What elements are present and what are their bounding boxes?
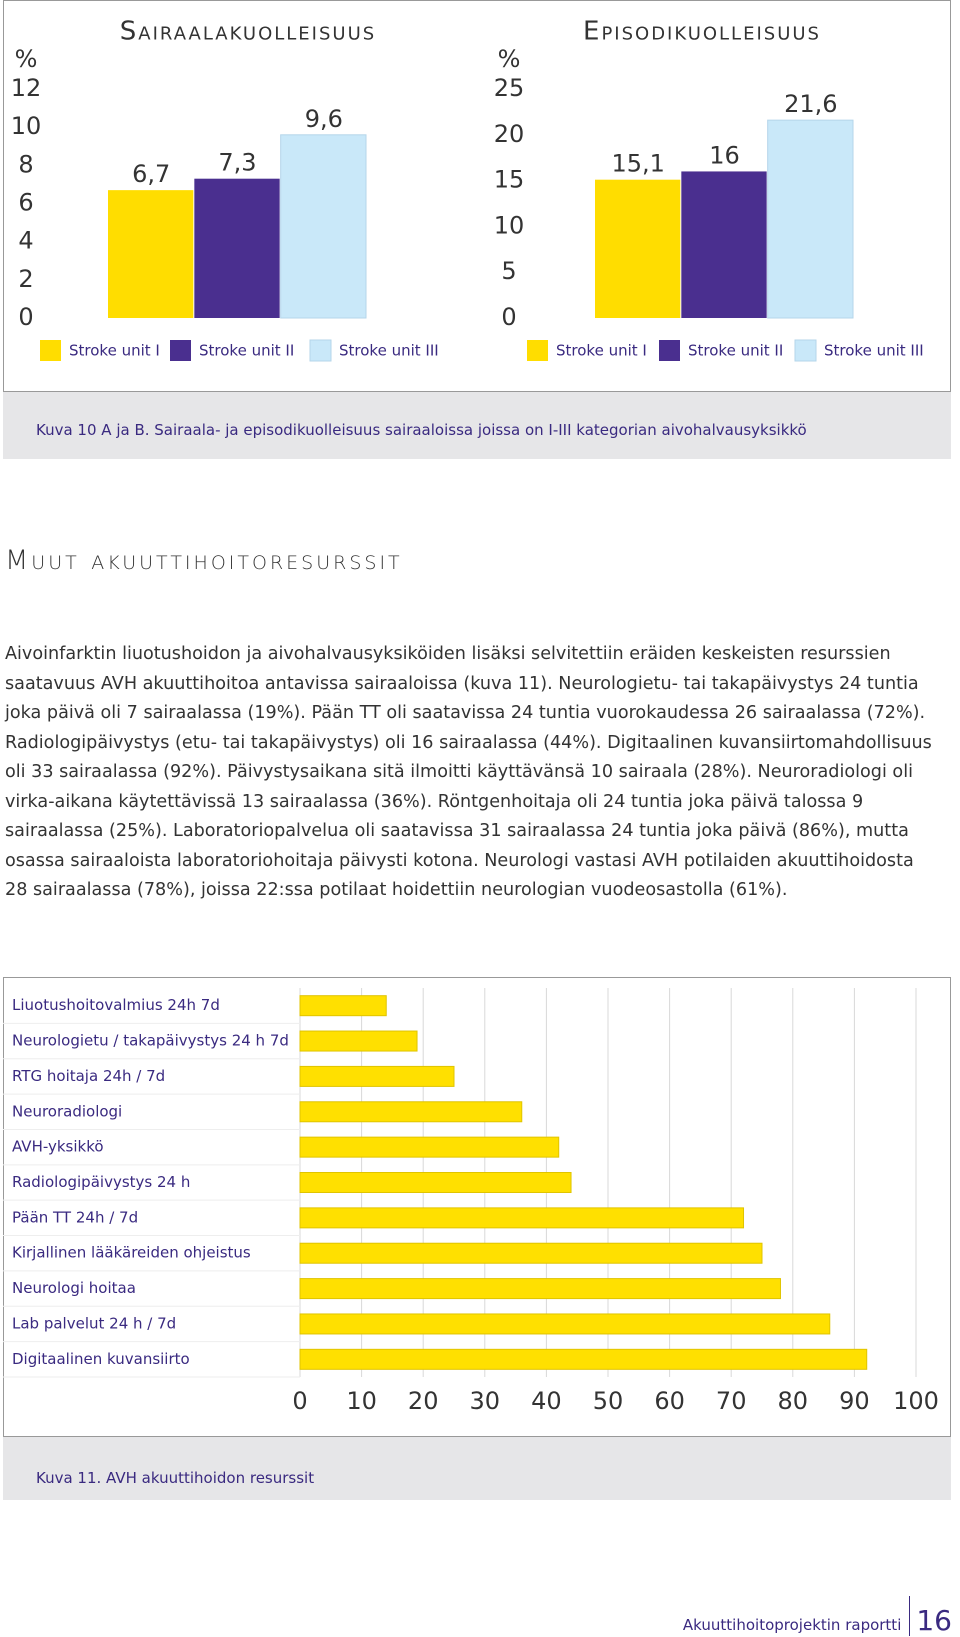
chart-title: Episodikuolleisuus xyxy=(583,17,821,47)
bar xyxy=(299,1242,763,1264)
x-tick-label: 0 xyxy=(292,1387,307,1415)
body-text: Aivoinfarktin liuotushoidon ja aivohalva… xyxy=(5,644,932,900)
y-tick-label: 10 xyxy=(11,112,42,140)
category-label: AVH-yksikkö xyxy=(12,1138,104,1156)
x-tick-label: 90 xyxy=(839,1387,870,1415)
footer-divider xyxy=(909,1596,911,1636)
category-label: Neurologi hoitaa xyxy=(12,1279,136,1297)
category-label: Lab palvelut 24 h / 7d xyxy=(12,1314,176,1332)
chart-title: Sairaalakuolleisuus xyxy=(120,17,376,47)
category-label: Radiologipäivystys 24 h xyxy=(12,1173,190,1191)
bar xyxy=(595,179,681,318)
legend-label: Stroke unit II xyxy=(199,342,294,360)
caption-band: Kuva 10 A ja B. Sairaala- ja episodikuol… xyxy=(3,392,951,459)
figure-caption: Kuva 10 A ja B. Sairaala- ja episodikuol… xyxy=(36,421,807,439)
bar xyxy=(681,171,767,318)
category-label: Pään TT 24h / 7d xyxy=(12,1208,138,1226)
footer: Akuuttihoitoprojektin raportti 16 xyxy=(683,1596,952,1636)
legend-swatch xyxy=(170,340,191,361)
y-tick-label: 0 xyxy=(18,303,33,331)
bar xyxy=(194,178,280,318)
bar xyxy=(299,1065,455,1087)
legend-label: Stroke unit II xyxy=(688,342,783,360)
category-label: Kirjallinen lääkäreiden ohjeistus xyxy=(12,1244,251,1262)
y-tick-label: 2 xyxy=(18,265,33,293)
x-tick-label: 50 xyxy=(593,1387,624,1415)
x-tick-label: 40 xyxy=(531,1387,562,1415)
y-tick-label: 0 xyxy=(501,303,516,331)
legend-swatch xyxy=(659,340,680,361)
bar xyxy=(299,1313,831,1335)
value-label: 21,6 xyxy=(784,90,837,118)
category-label: Neurologietu / takapäivystys 24 h 7d xyxy=(12,1032,289,1050)
category-label: Neuroradiologi xyxy=(12,1102,122,1120)
caption-band: Kuva 11. AVH akuuttihoidon resurssit xyxy=(3,1437,951,1500)
y-tick-label: 6 xyxy=(18,189,33,217)
legend-swatch xyxy=(309,339,332,362)
resources-chart: 0 10 20 30 40 50 60 70 80 90 100 Liuotushoitovalmiu… xyxy=(3,977,951,1437)
y-axis-label: % xyxy=(15,45,38,73)
value-label: 16 xyxy=(709,141,740,169)
value-label: 7,3 xyxy=(218,149,256,177)
bar xyxy=(299,1278,781,1300)
y-tick-label: 25 xyxy=(494,74,525,102)
x-tick-label: 30 xyxy=(470,1387,501,1415)
bar xyxy=(299,1172,572,1193)
x-tick-label: 100 xyxy=(893,1387,939,1415)
x-tick-label: 70 xyxy=(716,1387,747,1415)
bar xyxy=(108,190,194,318)
footer-text: Akuuttihoitoprojektin raportti xyxy=(682,1616,902,1634)
bar xyxy=(299,1207,745,1229)
legend-label: Stroke unit I xyxy=(556,342,647,360)
y-tick-label: 8 xyxy=(18,150,33,178)
mortality-charts: Sairaalakuolleisuus% 0 2 4 6 8 10 12 6,7 7,3 9,6 St… xyxy=(3,0,951,392)
y-tick-label: 4 xyxy=(18,227,33,255)
bar xyxy=(299,1348,868,1370)
x-tick-label: 60 xyxy=(654,1387,685,1415)
legend-swatch xyxy=(794,339,817,362)
value-label: 6,7 xyxy=(132,160,170,188)
y-tick-label: 12 xyxy=(11,74,42,102)
y-tick-label: 10 xyxy=(494,211,525,239)
bar xyxy=(299,1101,523,1123)
bar xyxy=(280,134,367,319)
x-tick-label: 20 xyxy=(408,1387,439,1415)
y-axis-label: % xyxy=(498,45,521,73)
section-title: Muut akuuttihoitoresurssit xyxy=(5,545,403,576)
value-label: 9,6 xyxy=(305,105,343,133)
legend-swatch xyxy=(40,340,61,361)
legend-swatch xyxy=(527,340,548,361)
bar xyxy=(299,995,387,1017)
legend-label: Stroke unit III xyxy=(339,342,439,360)
x-tick-label: 10 xyxy=(346,1387,377,1415)
figure-caption: Kuva 11. AVH akuuttihoidon resurssit xyxy=(36,1469,315,1487)
page-number: 16 xyxy=(916,1604,952,1637)
legend-label: Stroke unit I xyxy=(69,342,160,360)
y-tick-label: 20 xyxy=(494,120,525,148)
category-label: Digitaalinen kuvansiirto xyxy=(12,1350,190,1368)
x-tick-label: 80 xyxy=(778,1387,809,1415)
y-tick-label: 15 xyxy=(494,166,525,194)
bar xyxy=(299,1136,560,1158)
legend-label: Stroke unit III xyxy=(824,342,924,360)
category-label: Liuotushoitovalmius 24h 7d xyxy=(12,996,220,1014)
bar xyxy=(767,119,854,319)
category-label: RTG hoitaja 24h / 7d xyxy=(12,1067,165,1085)
value-label: 15,1 xyxy=(611,150,664,178)
y-tick-label: 5 xyxy=(501,257,516,285)
bar xyxy=(299,1030,418,1052)
